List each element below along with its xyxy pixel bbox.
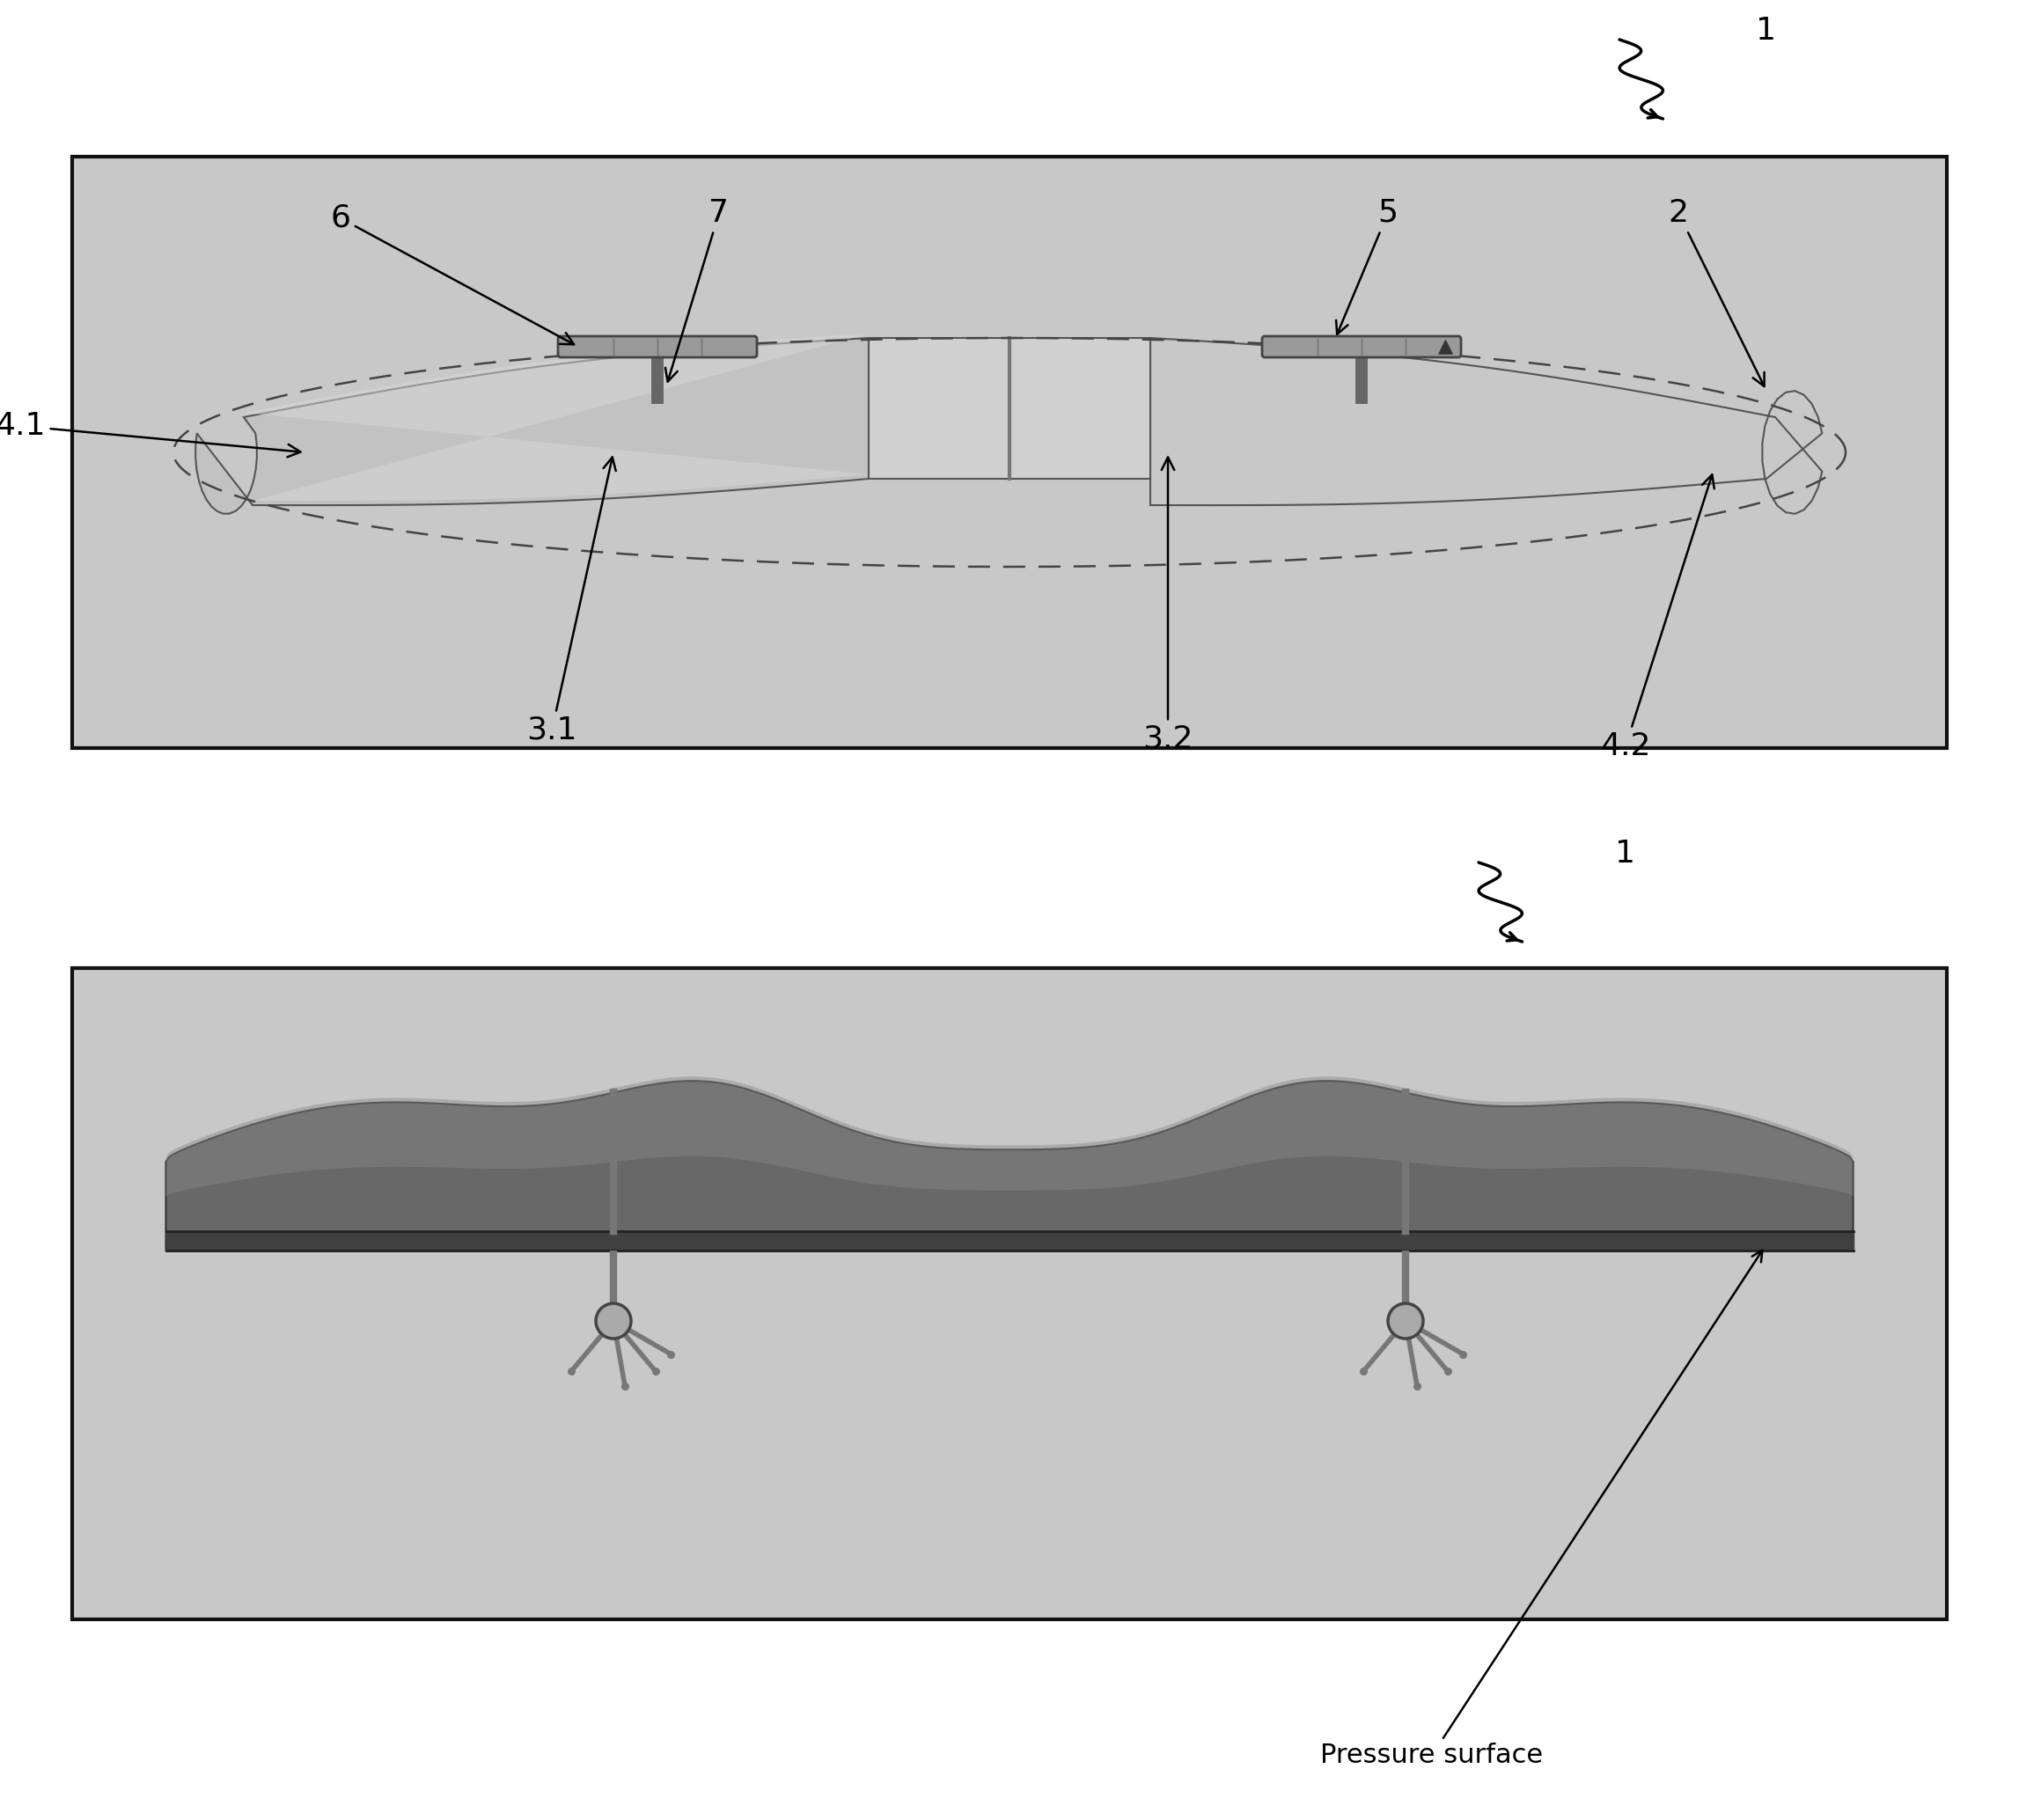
Text: 5: 5 xyxy=(1337,198,1397,335)
Circle shape xyxy=(596,1303,632,1338)
Polygon shape xyxy=(196,339,868,513)
Point xyxy=(640,1358,672,1387)
Point xyxy=(654,1340,686,1369)
Point xyxy=(1429,333,1462,362)
Circle shape xyxy=(1387,1303,1423,1338)
Text: 3.2: 3.2 xyxy=(1143,457,1193,753)
Text: 3.1: 3.1 xyxy=(527,457,616,746)
Text: 4.1: 4.1 xyxy=(0,411,301,457)
Bar xyxy=(73,157,1946,748)
Polygon shape xyxy=(244,333,868,501)
Text: 6: 6 xyxy=(331,204,573,344)
Point xyxy=(1347,1358,1379,1387)
Text: 1: 1 xyxy=(1757,16,1777,46)
Text: 2: 2 xyxy=(1668,198,1765,386)
Polygon shape xyxy=(868,339,1151,479)
Text: Pressure surface: Pressure surface xyxy=(1320,1250,1763,1767)
FancyBboxPatch shape xyxy=(1262,337,1462,357)
Point xyxy=(610,1372,642,1401)
Polygon shape xyxy=(166,1076,1853,1196)
FancyBboxPatch shape xyxy=(557,337,757,357)
Text: 7: 7 xyxy=(666,198,729,382)
Polygon shape xyxy=(1151,339,1821,513)
Text: 4.2: 4.2 xyxy=(1601,475,1714,761)
Bar xyxy=(73,968,1946,1620)
Point xyxy=(1431,1358,1464,1387)
Point xyxy=(1446,1340,1478,1369)
Text: 1: 1 xyxy=(1615,839,1635,868)
Point xyxy=(555,1358,588,1387)
Polygon shape xyxy=(166,1081,1853,1250)
Point xyxy=(1401,1372,1433,1401)
